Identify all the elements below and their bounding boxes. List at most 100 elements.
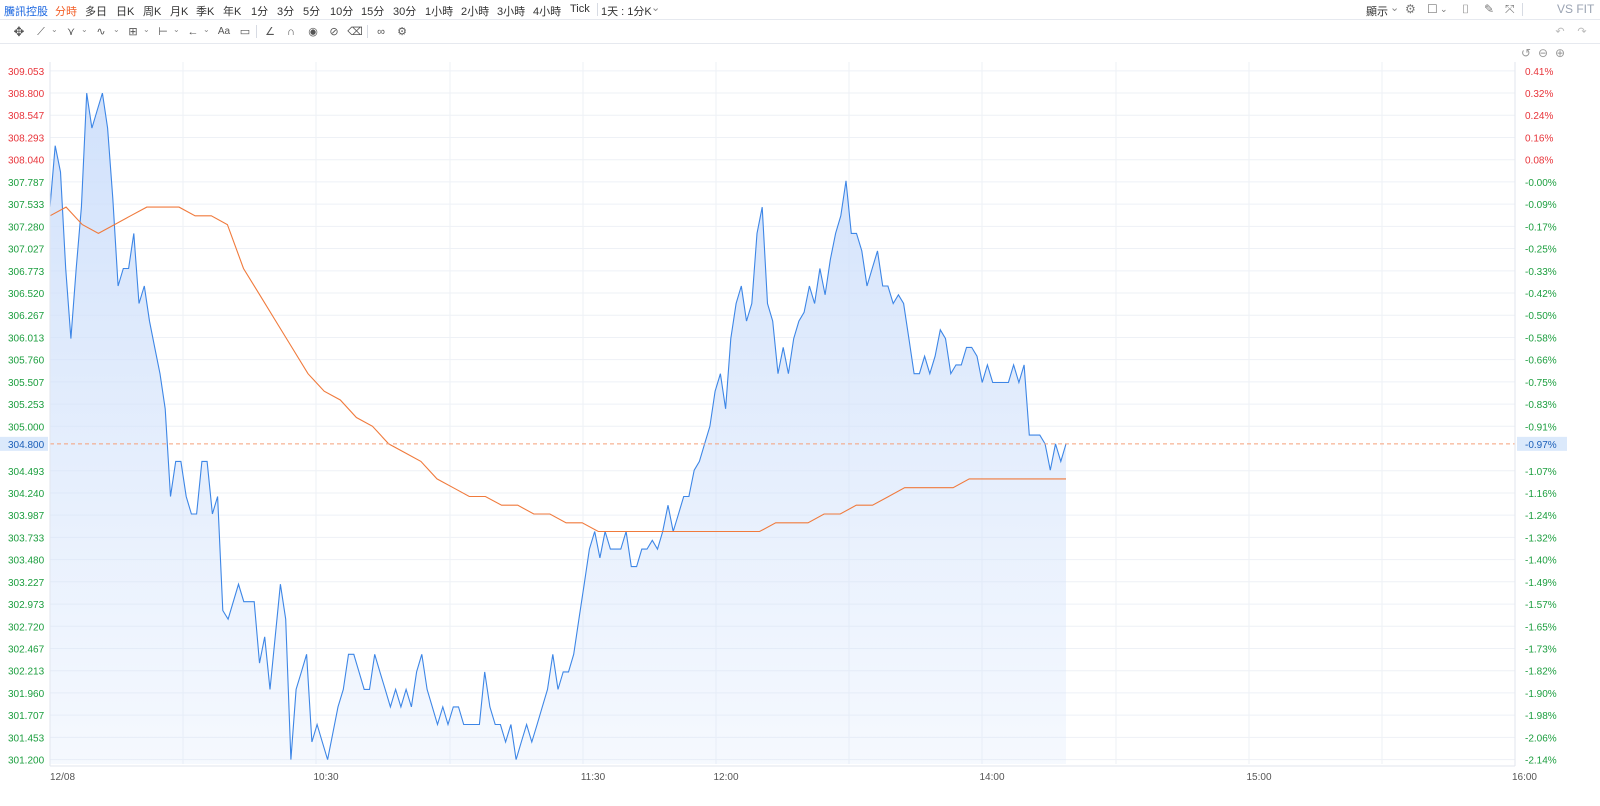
angle-icon[interactable]: ∠ (265, 26, 275, 38)
pct-tick-label: -1.16% (1525, 489, 1557, 500)
y-tick-label: 306.013 (8, 333, 45, 344)
timeframe-3[interactable]: 周K (143, 6, 162, 18)
chevron-down-icon[interactable]: ⌄ (1390, 2, 1400, 14)
x-tick-label: 11:30 (581, 772, 606, 783)
timeframe-9[interactable]: 5分 (303, 6, 321, 18)
comment-icon[interactable]: ▭ (239, 26, 251, 38)
link-icon[interactable]: ∞ (377, 26, 385, 38)
move-icon[interactable]: ✥ (13, 24, 25, 39)
top-bar: 騰訊控股 分時 多日 日K 周K 月K 季K 年K 1分 3分 5分 10分 15分 30分 1小時 2小時… (0, 0, 1600, 20)
layout-icon[interactable]: ☐ (1427, 2, 1438, 16)
timeframe-4[interactable]: 月K (170, 6, 189, 18)
camera-icon[interactable]: ⌷ (1462, 2, 1470, 16)
timeframe-16[interactable]: 4小時 (533, 6, 562, 18)
display-menu[interactable]: 顯示 (1366, 6, 1388, 18)
y-tick-label: 308.040 (8, 156, 45, 167)
chevron-down-icon[interactable]: ⌄ (651, 2, 661, 14)
x-tick-label: 12/08 (50, 772, 75, 783)
average-line (49, 206, 1066, 533)
pct-tick-label: -1.49% (1525, 578, 1557, 589)
price-area (50, 93, 1066, 765)
eye-icon[interactable]: ◉ (308, 26, 318, 38)
last-pct-label: -0.97% (1525, 440, 1557, 451)
zoom-in-icon[interactable]: ⊕ (1555, 46, 1565, 60)
magnet-icon[interactable]: ∩ (287, 26, 295, 38)
hide-icon[interactable]: ⊘ (329, 26, 339, 38)
x-tick-label: 15:00 (1246, 772, 1271, 783)
period-select[interactable]: 1天 : 1分K (601, 6, 652, 18)
chevron-down-icon[interactable]: ⌄ (203, 25, 210, 34)
timeframe-10[interactable]: 10分 (330, 6, 354, 18)
y-tick-label: 306.520 (8, 289, 45, 300)
chevron-down-icon[interactable]: ⌄ (51, 25, 58, 34)
trash-icon[interactable]: ⌫ (347, 26, 363, 38)
chevron-down-icon[interactable]: ⌄ (1440, 4, 1448, 14)
price-line (49, 92, 1067, 760)
y-tick-label: 307.533 (8, 200, 45, 211)
timeframe-2[interactable]: 日K (116, 6, 135, 18)
y-tick-label: 303.480 (8, 556, 45, 567)
reset-icon[interactable]: ↺ (1521, 46, 1531, 60)
symbol-name[interactable]: 騰訊控股 (4, 6, 48, 18)
pct-tick-label: -1.24% (1525, 511, 1557, 522)
pattern-icon[interactable]: ⊞ (128, 26, 138, 38)
zoom-out-icon[interactable]: ⊖ (1538, 46, 1548, 60)
y-tick-label: 304.240 (8, 489, 45, 500)
y-tick-label: 305.760 (8, 356, 45, 367)
pct-tick-label: -1.90% (1525, 689, 1557, 700)
pitchfork-icon[interactable]: ⋎ (66, 26, 76, 38)
text-icon[interactable]: Aa (217, 26, 231, 37)
timeframe-12[interactable]: 30分 (393, 6, 417, 18)
timeframe-11[interactable]: 15分 (361, 6, 385, 18)
chevron-down-icon[interactable]: ⌄ (113, 25, 120, 34)
y-tick-label: 301.707 (8, 711, 45, 722)
pct-tick-label: -0.50% (1525, 311, 1557, 322)
timeframe-0[interactable]: 分時 (55, 6, 77, 18)
pct-tick-label: -1.07% (1525, 467, 1557, 478)
redo-icon[interactable]: ↷ (1577, 26, 1587, 38)
timeframe-6[interactable]: 年K (223, 6, 242, 18)
x-tick-label: 10:30 (313, 772, 338, 783)
timeframe-17[interactable]: Tick (570, 3, 590, 15)
y-tick-label: 306.773 (8, 267, 45, 278)
chart-area[interactable]: ↺ ⊖ ⊕ 309.053 308.800 308.547 308.293 308.040 30… (0, 44, 1600, 806)
pct-tick-label: -0.42% (1525, 289, 1557, 300)
last-price-badge-left (0, 436, 48, 451)
arrow-icon[interactable]: ← (187, 26, 199, 38)
timeframe-5[interactable]: 季K (196, 6, 215, 18)
pencil-icon[interactable]: ✎ (1484, 2, 1495, 16)
chevron-down-icon[interactable]: ⌄ (81, 25, 88, 34)
chevron-down-icon[interactable]: ⌄ (173, 25, 180, 34)
compare-button[interactable]: VS FIT (1557, 2, 1595, 16)
price-chart[interactable]: ↺ ⊖ ⊕ 309.053 308.800 308.547 308.293 308.040 30… (0, 44, 1600, 806)
timeframe-7[interactable]: 1分 (251, 6, 269, 18)
undo-icon[interactable]: ↶ (1555, 26, 1565, 38)
x-tick-label: 14:00 (979, 772, 1004, 783)
pct-tick-label: 0.24% (1525, 111, 1553, 122)
settings-icon[interactable]: ⚙ (397, 26, 407, 38)
timeframe-14[interactable]: 2小時 (461, 6, 490, 18)
wave-icon[interactable]: ∿ (96, 26, 106, 38)
settings-icon[interactable]: ⚙ (1405, 2, 1416, 16)
measure-icon[interactable]: ⊢ (158, 26, 168, 38)
pct-tick-label: 0.08% (1525, 156, 1553, 167)
timeframe-15[interactable]: 3小時 (497, 6, 526, 18)
chevron-down-icon[interactable]: ⌄ (143, 25, 150, 34)
fullscreen-icon[interactable]: ⤧ (1505, 2, 1515, 16)
y-tick-label: 302.467 (8, 644, 45, 655)
x-tick-label: 16:00 (1512, 772, 1537, 783)
x-tick-label: 12:00 (713, 772, 738, 783)
last-pct-badge-right (1517, 436, 1567, 451)
y-tick-label: 308.293 (8, 134, 45, 145)
y-tick-label: 307.787 (8, 178, 45, 189)
pct-tick-label: -1.65% (1525, 622, 1557, 633)
pct-tick-label: -2.14% (1525, 756, 1557, 767)
y-tick-label: 305.000 (8, 422, 45, 433)
y-tick-label: 304.493 (8, 467, 45, 478)
line-tool-icon[interactable]: ⟋ (37, 26, 45, 38)
timeframe-1[interactable]: 多日 (85, 6, 107, 18)
pct-tick-label: 0.32% (1525, 89, 1553, 100)
y-tick-label: 301.453 (8, 733, 45, 744)
timeframe-13[interactable]: 1小時 (425, 6, 454, 18)
timeframe-8[interactable]: 3分 (277, 6, 295, 18)
